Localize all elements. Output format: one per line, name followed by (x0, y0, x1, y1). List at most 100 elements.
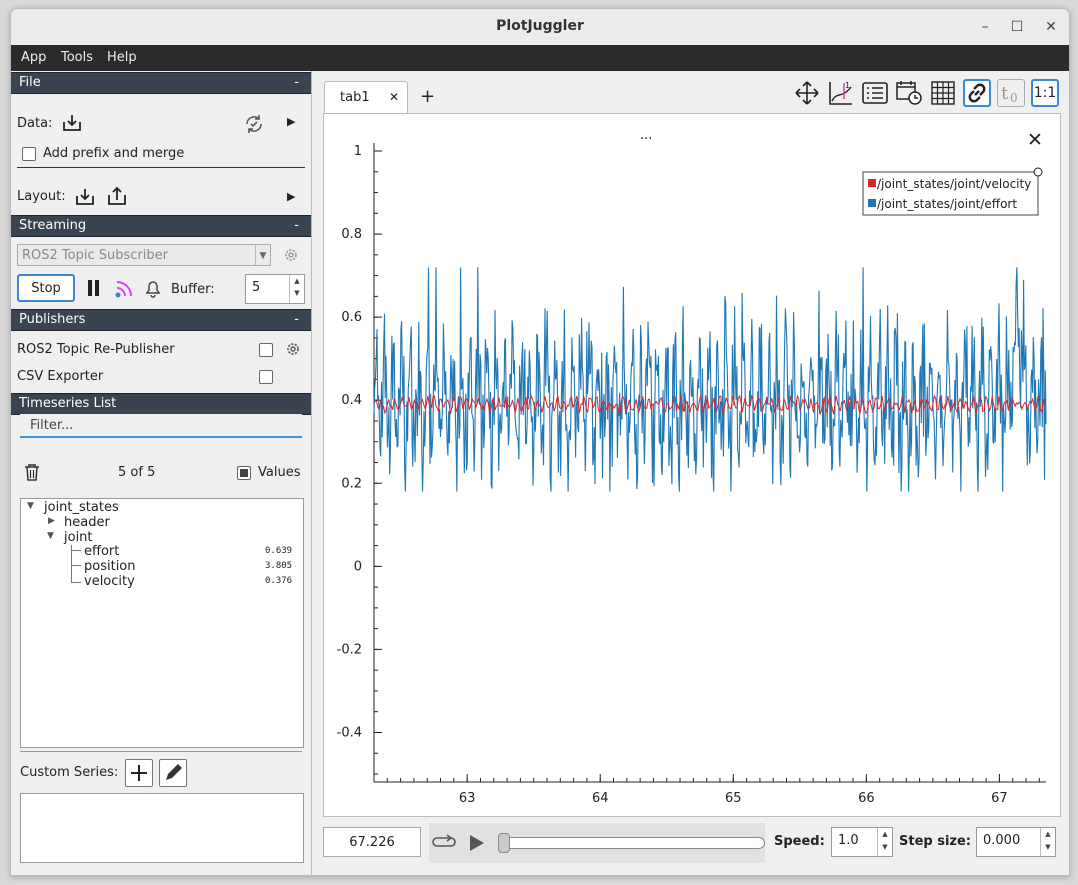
tree-leaf-velocity[interactable]: velocity (84, 574, 135, 589)
effort-series-line (373, 267, 1047, 492)
step-size-value: 0.000 (983, 833, 1021, 848)
collapse-icon[interactable]: - (294, 218, 299, 233)
reload-data-icon[interactable] (243, 113, 265, 135)
streaming-source-select[interactable]: ROS2 Topic Subscriber ▼ (17, 244, 271, 266)
time-slider[interactable] (501, 837, 765, 849)
spin-arrows-icon[interactable]: ▲ ▼ (877, 828, 892, 856)
edit-custom-series-button[interactable] (159, 759, 187, 787)
file-section-header[interactable]: File - (11, 72, 311, 94)
trash-icon[interactable] (24, 463, 40, 485)
values-label: Values (258, 465, 301, 480)
legend-box (862, 171, 1039, 216)
legend-handle (1033, 167, 1043, 177)
layout-menu-arrow-icon[interactable]: ▶ (287, 190, 296, 203)
values-checkbox[interactable] (237, 466, 251, 480)
data-menu-arrow-icon[interactable]: ▶ (287, 115, 296, 128)
plus-icon (131, 765, 147, 781)
add-custom-series-button[interactable] (125, 759, 153, 787)
publisher-item-label: CSV Exporter (17, 369, 104, 384)
timeseries-tree[interactable]: ▼ joint_states ▶ header ▼ joint effort 0… (20, 498, 304, 748)
tree-node-root[interactable]: joint_states (44, 500, 119, 515)
tree-leaf-value: 3.805 (265, 561, 293, 571)
publisher-checkbox[interactable] (259, 343, 273, 357)
publishers-section-title: Publishers (19, 312, 86, 327)
collapse-icon[interactable]: - (294, 312, 299, 327)
tab-tab1[interactable]: tab1 ✕ (324, 81, 408, 114)
y-tick-label: -0.2 (337, 642, 362, 657)
publisher-settings-gear-icon[interactable] (285, 341, 301, 357)
tree-leaf-effort[interactable]: effort (84, 544, 120, 559)
speed-value: 1.0 (838, 833, 859, 848)
streaming-section-title: Streaming (19, 218, 87, 233)
svg-text:1: 1 (845, 81, 850, 90)
stop-button[interactable]: Stop (17, 274, 75, 302)
streaming-source-value: ROS2 Topic Subscriber (22, 248, 168, 263)
load-data-icon[interactable] (62, 114, 82, 132)
time-slider-thumb[interactable] (498, 833, 510, 853)
load-layout-icon[interactable] (75, 188, 95, 206)
player-controls (429, 823, 765, 863)
series-count: 5 of 5 (118, 465, 156, 480)
close-window-icon[interactable]: ✕ (1045, 19, 1057, 35)
collapse-icon[interactable]: - (294, 75, 299, 90)
filter-input[interactable]: Filter... (20, 414, 302, 438)
x-tick-label: 66 (858, 791, 875, 806)
zoom-ratio-button[interactable]: 1:1 (1031, 79, 1059, 107)
buffer-label: Buffer: (171, 282, 215, 297)
legend-list-icon[interactable] (861, 79, 889, 107)
line-chart[interactable]: 1 0.8 0.6 0.4 0.2 0 -0.2 -0.4 63 64 65 66 67/joint_s… (324, 114, 1060, 816)
current-time-field[interactable]: 67.226 (323, 827, 421, 857)
ratio-plot-icon[interactable]: 1 (827, 79, 855, 107)
add-tab-icon[interactable]: + (420, 86, 436, 107)
speed-label: Speed: (774, 834, 825, 849)
expand-arrow-icon[interactable]: ▼ (27, 501, 34, 511)
calendar-clock-icon[interactable] (895, 79, 923, 107)
x-tick-label: 67 (991, 791, 1008, 806)
minimize-icon[interactable]: – (981, 19, 989, 35)
menu-app[interactable]: App (21, 50, 47, 65)
collapsed-arrow-icon[interactable]: ▶ (48, 516, 55, 526)
grid-icon[interactable] (929, 79, 957, 107)
divider (17, 167, 305, 168)
step-size-input[interactable]: 0.000 ▲ ▼ (976, 827, 1056, 857)
legend-label: /joint_states/joint/velocity (877, 177, 1031, 191)
move-icon[interactable] (793, 79, 821, 107)
tree-leaf-position[interactable]: position (84, 559, 136, 574)
publisher-checkbox[interactable] (259, 370, 273, 384)
publishers-section-header[interactable]: Publishers - (11, 309, 311, 331)
file-section-title: File (19, 75, 41, 90)
filter-placeholder: Filter... (30, 418, 74, 433)
menu-help[interactable]: Help (107, 50, 137, 65)
tree-node-joint[interactable]: joint (64, 530, 93, 545)
pause-icon[interactable] (88, 280, 100, 300)
custom-series-list[interactable] (20, 793, 304, 863)
maximize-icon[interactable]: ☐ (1010, 19, 1024, 35)
expand-arrow-icon[interactable]: ▼ (47, 531, 54, 541)
streaming-section-header[interactable]: Streaming - (11, 215, 311, 237)
y-tick-label: 0 (354, 559, 362, 574)
tree-node-header[interactable]: header (64, 515, 110, 530)
link-axes-icon[interactable] (963, 79, 991, 107)
menu-tools[interactable]: Tools (61, 50, 94, 65)
buffer-value: 5 (252, 280, 261, 295)
spin-arrows-icon[interactable]: ▲ ▼ (1040, 828, 1055, 856)
bell-icon[interactable] (144, 278, 162, 302)
plot-close-icon[interactable]: ✕ (1027, 129, 1043, 151)
timeseries-section-header: Timeseries List (11, 393, 311, 415)
prefix-checkbox[interactable] (22, 147, 36, 161)
plot-area[interactable]: ... ✕ 1 0.8 0.6 0.4 0.2 0 -0.2 -0.4 63 64 65 66 67/j… (323, 113, 1061, 817)
y-tick-label: -0.4 (337, 725, 362, 740)
spin-arrows-icon[interactable]: ▲ ▼ (289, 275, 304, 303)
stream-signal-icon[interactable] (114, 279, 134, 303)
speed-input[interactable]: 1.0 ▲ ▼ (831, 827, 893, 857)
save-layout-icon[interactable] (107, 186, 127, 206)
tab-close-icon[interactable]: ✕ (389, 90, 400, 104)
play-icon[interactable] (469, 834, 485, 856)
buffer-input[interactable]: 5 ▲ ▼ (245, 274, 305, 304)
loop-icon[interactable] (431, 832, 457, 858)
step-size-label: Step size: (899, 834, 972, 849)
legend-swatch (868, 199, 876, 207)
tree-branch-line (71, 582, 81, 583)
streaming-settings-gear-icon[interactable] (283, 247, 299, 263)
